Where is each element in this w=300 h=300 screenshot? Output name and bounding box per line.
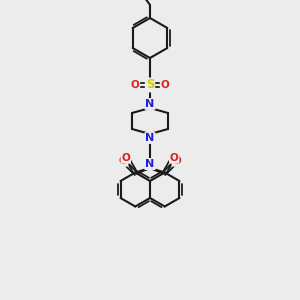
Text: N: N [146, 159, 154, 169]
Text: N: N [146, 159, 154, 169]
Text: S: S [146, 79, 154, 92]
Text: O: O [119, 156, 128, 166]
Text: O: O [160, 80, 169, 90]
Text: O: O [170, 153, 178, 163]
Text: N: N [146, 99, 154, 109]
Text: N: N [146, 133, 154, 143]
Text: O: O [122, 153, 130, 163]
Text: O: O [130, 80, 140, 90]
Text: O: O [172, 156, 181, 166]
